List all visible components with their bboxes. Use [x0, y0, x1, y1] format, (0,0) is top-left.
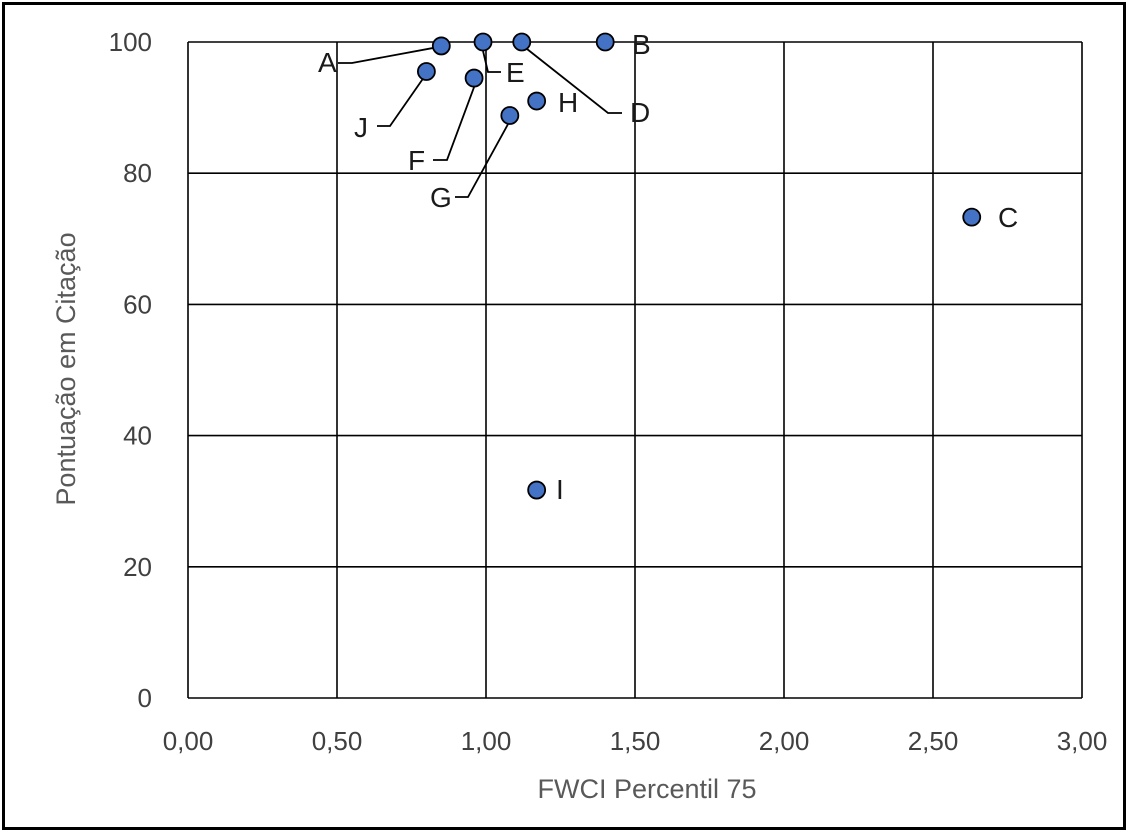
scatter-point	[431, 36, 451, 56]
y-tick-label: 40	[123, 421, 152, 451]
scatter-point	[416, 62, 436, 81]
leader-line	[433, 86, 475, 161]
y-tick-label: 80	[123, 158, 152, 188]
y-tick-label: 60	[123, 289, 152, 319]
y-tick-label: 0	[138, 683, 152, 713]
x-tick-label: 1,00	[461, 726, 512, 756]
scatter-point	[595, 32, 615, 52]
y-tick-label: 20	[123, 552, 152, 582]
point-label: G	[430, 182, 452, 213]
leader-lines	[338, 47, 622, 198]
x-tick-label: 2,00	[759, 726, 810, 756]
leader-line	[525, 47, 622, 114]
point-label: J	[354, 112, 368, 143]
data-points	[416, 32, 982, 500]
point-label: D	[630, 97, 650, 128]
x-tick-label: 2,50	[908, 726, 959, 756]
scatter-point	[962, 207, 982, 227]
x-tick-label: 0,00	[163, 726, 214, 756]
point-label: E	[506, 57, 525, 88]
leader-line	[338, 47, 434, 64]
scatter-point	[527, 91, 547, 111]
x-tick-label: 3,00	[1057, 726, 1108, 756]
point-label: H	[558, 87, 578, 118]
point-label: I	[556, 474, 564, 505]
point-label: B	[632, 29, 651, 60]
point-label: F	[408, 145, 425, 176]
x-axis-title: FWCI Percentil 75	[537, 774, 756, 804]
grid	[187, 41, 1083, 699]
tick-labels: 0 20 40 60 80 100 0,00 0,50 1,00 1,50 2,00 2,50 3,00	[109, 27, 1108, 756]
leader-line	[482, 50, 501, 73]
scatter-point	[512, 32, 532, 52]
point-label: C	[998, 202, 1018, 233]
y-tick-label: 100	[109, 27, 152, 57]
y-axis-title: Pontuação em Citação	[51, 232, 81, 505]
scatter-point	[464, 68, 484, 88]
scatter-point	[527, 480, 547, 500]
leader-line	[455, 124, 509, 198]
point-labels: A B C D E FG H I J	[318, 29, 1018, 505]
scatter-point	[473, 32, 493, 52]
point-label: A	[318, 47, 337, 78]
x-tick-label: 1,50	[610, 726, 661, 756]
scatter-point	[500, 106, 520, 125]
x-tick-label: 0,50	[312, 726, 363, 756]
leader-line	[377, 79, 424, 127]
